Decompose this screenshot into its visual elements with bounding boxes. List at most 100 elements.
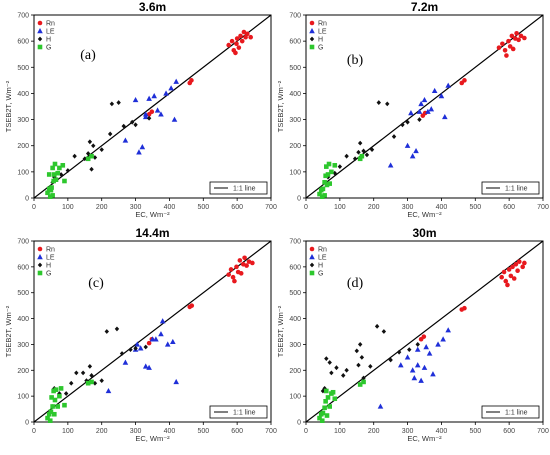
data-point-g (55, 404, 60, 409)
data-point-rn (516, 37, 521, 43)
legend-label-rn: Rn (46, 247, 55, 254)
x-tick-label: 500 (469, 204, 481, 211)
data-point-le (137, 345, 144, 351)
data-point-h (324, 356, 329, 362)
y-tick-label: 500 (289, 65, 301, 72)
y-axis-label: TSEB2T, Wm⁻² (4, 305, 13, 357)
legend-label-rn: Rn (46, 21, 55, 28)
data-point-le (153, 336, 159, 342)
data-point-h (320, 388, 326, 394)
data-point-le (146, 364, 152, 370)
data-point-le (426, 350, 433, 356)
data-point-le (122, 137, 129, 143)
data-point-g (85, 380, 91, 386)
data-point-h (85, 151, 91, 156)
data-point-h (381, 329, 387, 334)
data-point-g (52, 161, 58, 167)
data-point-le (151, 93, 157, 99)
y-axis-label: TSEB2T, Wm⁻² (276, 305, 285, 357)
data-point-rn (238, 271, 244, 276)
data-point-le (404, 142, 411, 148)
data-point-rn (239, 38, 245, 44)
data-point-g (47, 194, 53, 199)
data-point-h (352, 156, 358, 162)
x-axis-label: EC, Wm⁻² (407, 210, 442, 219)
data-point-rn (514, 31, 519, 36)
data-point-h (91, 143, 96, 149)
data-point-g (357, 156, 363, 162)
y-tick-label: 200 (17, 368, 29, 375)
data-point-le (139, 144, 146, 150)
y-tick-label: 700 (17, 239, 29, 246)
data-point-le (134, 341, 141, 347)
data-point-h (341, 373, 346, 378)
data-point-h (128, 347, 133, 352)
data-point-le (158, 331, 164, 337)
data-point-le (142, 111, 149, 117)
series-rn (418, 259, 527, 342)
x-tick-label: 0 (32, 204, 36, 211)
data-point-le (377, 403, 384, 409)
data-point-rn (226, 272, 231, 277)
data-point-rn (237, 258, 243, 263)
x-tick-label: 200 (96, 428, 108, 435)
panel-title: 3.6m (139, 0, 166, 14)
data-point-rn (232, 278, 237, 284)
data-point-rn (238, 33, 243, 39)
legend-marker-h (309, 262, 315, 268)
line-legend-label: 1:1 line (233, 186, 256, 193)
series-h (322, 100, 422, 185)
data-point-rn (503, 278, 509, 284)
data-point-le (440, 336, 446, 342)
data-point-le (416, 108, 423, 114)
data-point-rn (421, 334, 427, 339)
data-point-g (327, 404, 332, 409)
data-point-h (82, 156, 87, 162)
data-point-g (89, 379, 94, 385)
y-tick-label: 300 (289, 117, 301, 124)
data-point-rn (517, 259, 522, 264)
x-tick-label: 700 (537, 204, 549, 211)
data-point-g (46, 411, 52, 417)
series-rn (146, 255, 255, 346)
panel-title: 7.2m (411, 0, 438, 14)
data-point-h (99, 378, 104, 384)
plot-frame (305, 240, 544, 423)
data-point-h (396, 349, 402, 355)
data-point-g (325, 395, 331, 400)
data-point-h (376, 100, 381, 105)
data-point-h (344, 367, 349, 373)
data-point-h (405, 119, 410, 125)
data-point-g (324, 182, 330, 188)
data-point-le (442, 113, 448, 120)
y-tick-label: 0 (297, 196, 301, 203)
data-point-le (445, 327, 451, 333)
data-point-h (364, 152, 370, 158)
data-point-le (387, 162, 394, 168)
y-tick-label: 100 (289, 169, 301, 176)
data-point-g (55, 170, 60, 176)
series-h (320, 323, 420, 394)
panel-title: 30m (412, 226, 436, 240)
series-le (122, 78, 179, 155)
panel-letter: (b) (347, 53, 364, 68)
data-point-g (60, 163, 66, 168)
x-tick-label: 600 (503, 428, 515, 435)
data-point-g (45, 190, 50, 196)
data-point-g (53, 387, 59, 392)
y-tick-label: 400 (289, 316, 301, 323)
data-point-h (334, 365, 339, 371)
legend-label-le: LE (318, 255, 327, 262)
data-point-g (57, 393, 62, 399)
legend-marker-rn (309, 246, 315, 252)
data-point-le (435, 341, 441, 347)
data-point-rn (504, 53, 509, 58)
data-point-le (428, 106, 435, 112)
line-legend-box (481, 405, 540, 419)
data-point-rn (496, 45, 502, 50)
y-tick-label: 400 (17, 91, 29, 98)
y-tick-label: 500 (17, 290, 29, 297)
y-tick-label: 200 (289, 143, 301, 150)
data-point-le (430, 371, 436, 377)
